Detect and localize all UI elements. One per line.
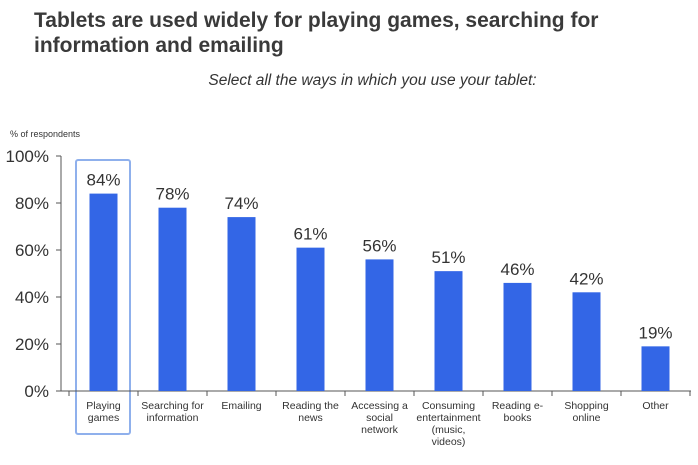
category-label: network (361, 424, 399, 436)
data-label: 19% (638, 323, 672, 342)
y-tick-label: 100% (6, 147, 49, 166)
y-tick-label: 20% (15, 335, 49, 354)
bar (227, 217, 256, 391)
category-label: Emailing (221, 400, 261, 412)
bar (434, 271, 463, 391)
y-tick-label: 0% (24, 382, 49, 401)
bar (641, 346, 670, 391)
highlight-box (75, 159, 131, 435)
category-label: (music, (432, 424, 466, 436)
category-label: Reading the (282, 400, 339, 412)
data-label: 78% (155, 185, 189, 204)
data-label: 56% (362, 236, 396, 255)
category-label: books (503, 412, 531, 424)
category-label: videos) (432, 436, 466, 448)
category-label: Playing (86, 400, 121, 412)
category-label: Accessing a (351, 400, 408, 412)
bar (503, 282, 532, 391)
data-label: 42% (569, 269, 603, 288)
bar (89, 193, 118, 391)
category-label: Other (642, 400, 669, 412)
y-axis-label: % of respondents (10, 129, 81, 139)
category-label: news (298, 412, 323, 424)
data-label: 61% (293, 225, 327, 244)
chart-title: Tablets are used widely for playing game… (34, 9, 599, 57)
category-label: Searching for (141, 400, 204, 412)
bar (365, 259, 394, 391)
category-label: Shopping (564, 400, 609, 412)
data-label: 51% (431, 248, 465, 267)
category-label: social (366, 412, 393, 424)
y-tick-label: 80% (15, 194, 49, 213)
category-label: Reading e- (492, 400, 544, 412)
chart-subtitle: Select all the ways in which you use you… (208, 72, 537, 89)
bar (572, 292, 601, 391)
category-label: information (147, 412, 199, 424)
category-label: Consuming (422, 400, 475, 412)
data-label: 84% (86, 171, 120, 190)
bar (296, 247, 325, 391)
category-label: online (572, 412, 600, 424)
category-label: entertainment (416, 412, 480, 424)
data-label: 46% (500, 260, 534, 279)
y-tick-label: 40% (15, 288, 49, 307)
bar (158, 207, 187, 391)
y-tick-label: 60% (15, 241, 49, 260)
category-label: games (88, 412, 120, 424)
data-label: 74% (224, 194, 258, 213)
